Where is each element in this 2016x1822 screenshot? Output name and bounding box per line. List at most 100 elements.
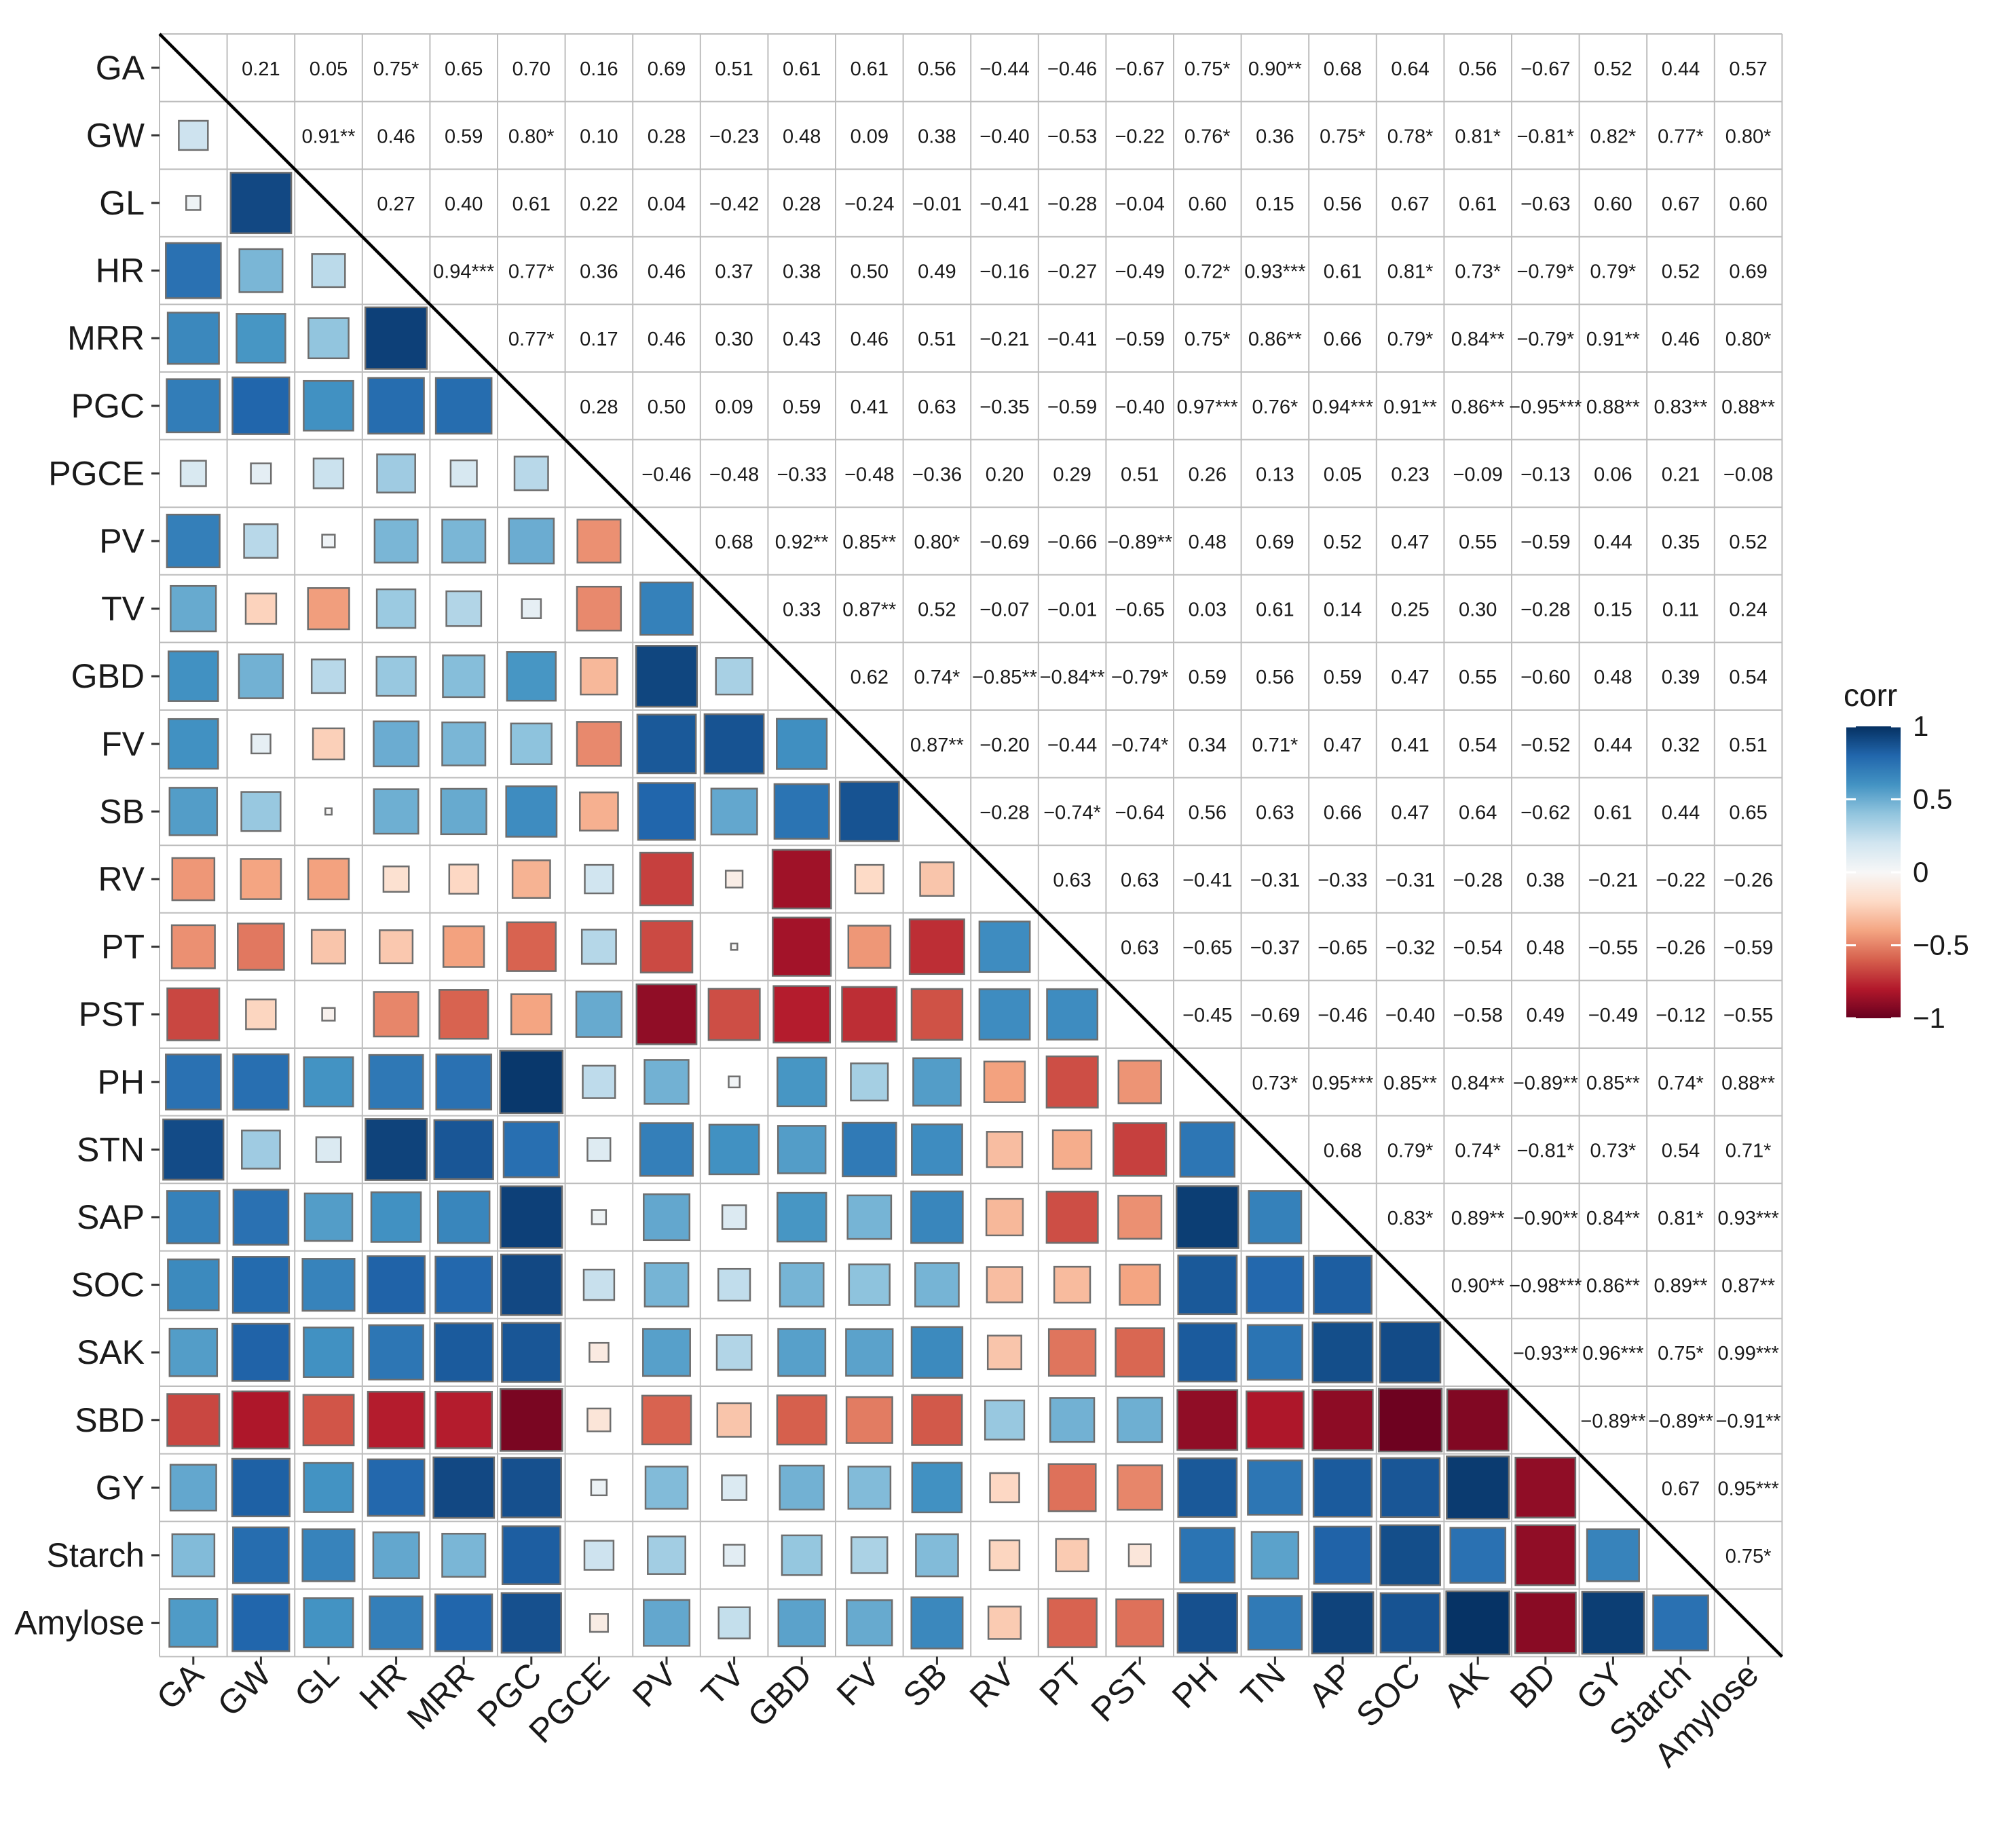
heatmap-square-TV-PGCE	[576, 585, 622, 632]
heatmap-square-SAP-TN	[1248, 1190, 1303, 1244]
heatmap-square-SB-TV	[710, 787, 758, 836]
heatmap-square-STN-RV	[986, 1131, 1024, 1168]
y-axis-label-PV: PV	[99, 522, 145, 560]
heatmap-square-SBD-PST	[1117, 1396, 1163, 1443]
heatmap-square-Amylose-HR	[369, 1595, 424, 1650]
heatmap-square-SOC-TN	[1246, 1255, 1305, 1314]
heatmap-square-SOC-PT	[1053, 1265, 1091, 1304]
heatmap-square-Amylose-FV	[846, 1599, 893, 1647]
correlation-label-GW-PGCE: 0.10	[580, 126, 618, 147]
x-axis-label-RV: RV	[963, 1655, 1023, 1715]
x-axis-label-SOC: SOC	[1349, 1656, 1427, 1734]
heatmap-square-RV-PGC	[511, 859, 551, 899]
heatmap-square-FV-GBD	[776, 718, 828, 770]
heatmap-square-PGCE-GW	[250, 462, 272, 485]
heatmap-square-PV-GA	[166, 513, 221, 569]
heatmap-square-Amylose-RV	[987, 1605, 1022, 1640]
heatmap-square-Amylose-GY	[1581, 1591, 1645, 1655]
correlation-label-PV-RV: −0.69	[979, 532, 1029, 553]
correlation-label-GW-Starch: 0.77*	[1658, 126, 1704, 147]
heatmap-square-SOC-GW	[231, 1256, 291, 1314]
correlation-label-GW-MRR: 0.59	[445, 126, 483, 147]
heatmap-square-TV-GL	[307, 587, 350, 631]
heatmap-square-STN-PT	[1051, 1129, 1093, 1170]
heatmap-square-Starch-PST	[1127, 1543, 1152, 1567]
heatmap-square-STN-GA	[162, 1118, 225, 1181]
heatmap-square-SAK-HR	[368, 1324, 424, 1381]
heatmap-square-Amylose-TV	[717, 1606, 751, 1639]
correlation-label-HR-GBD: 0.38	[783, 261, 821, 283]
y-axis-label-SB: SB	[99, 792, 145, 830]
heatmap-square-MRR-GL	[307, 317, 350, 360]
y-axis-label-MRR: MRR	[67, 319, 145, 357]
heatmap-square-SBD-GA	[166, 1393, 221, 1447]
heatmap-square-GBD-TV	[715, 657, 753, 696]
heatmap-square-SAK-FV	[845, 1328, 894, 1377]
heatmap-square-SAP-RV	[985, 1197, 1024, 1237]
heatmap-square-STN-GW	[241, 1130, 281, 1170]
heatmap-square-SB-HR	[373, 788, 419, 835]
correlation-label-PGC-RV: −0.35	[979, 396, 1029, 418]
heatmap-square-PV-GL	[321, 534, 336, 549]
correlation-label-RV-AK: −0.28	[1453, 870, 1503, 891]
correlation-label-SBD-Starch: −0.89**	[1648, 1411, 1713, 1432]
correlation-label-GBD-PH: 0.59	[1189, 667, 1227, 688]
legend-tick-label: −1	[1913, 1002, 1945, 1034]
correlation-label-MRR-SB: 0.51	[918, 329, 956, 350]
heatmap-square-SOC-PST	[1119, 1263, 1161, 1306]
heatmap-square-PH-TV	[728, 1075, 741, 1089]
correlation-label-GW-GL: 0.91**	[301, 126, 355, 147]
heatmap-square-PT-GBD	[772, 916, 832, 977]
heatmap-square-GY-PT	[1047, 1463, 1097, 1512]
heatmap-square-PT-MRR	[442, 925, 485, 968]
heatmap-square-PH-PGC	[499, 1049, 564, 1115]
heatmap-square-SB-PV	[637, 782, 696, 841]
correlation-label-GW-AK: 0.81*	[1455, 126, 1501, 147]
heatmap-square-SBD-GW	[231, 1390, 291, 1450]
heatmap-square-SAP-HR	[370, 1191, 422, 1243]
correlation-label-STN-GY: 0.73*	[1590, 1140, 1637, 1161]
correlation-label-TV-PH: 0.03	[1189, 599, 1227, 621]
heatmap-square-GBD-PV	[635, 645, 698, 708]
heatmap-square-SAP-MRR	[436, 1190, 491, 1244]
correlation-label-PST-AK: −0.58	[1453, 1005, 1503, 1026]
correlation-label-FV-SOC: 0.41	[1391, 735, 1429, 756]
correlation-label-GBD-Starch: 0.39	[1662, 667, 1700, 688]
correlation-label-FV-AP: 0.47	[1324, 735, 1362, 756]
correlation-label-SOC-BD: −0.98***	[1509, 1276, 1582, 1297]
heatmap-square-Starch-FV	[851, 1536, 889, 1574]
heatmap-square-SOC-SB	[914, 1262, 960, 1307]
correlation-label-SB-PST: −0.64	[1115, 802, 1165, 823]
correlation-label-GW-PV: 0.28	[648, 126, 686, 147]
correlation-label-GL-PH: 0.60	[1189, 193, 1227, 215]
heatmap-square-SAP-PV	[643, 1193, 691, 1242]
y-axis-label-SBD: SBD	[75, 1401, 145, 1439]
heatmap-square-STN-MRR	[433, 1119, 494, 1180]
heatmap-square-PST-GBD	[772, 985, 832, 1044]
heatmap-square-GBD-GL	[310, 658, 346, 694]
correlation-label-PGC-GBD: 0.59	[783, 396, 821, 418]
correlation-label-GL-PST: −0.04	[1115, 193, 1165, 215]
correlation-label-HR-TV: 0.37	[715, 261, 753, 283]
x-axis-label-GBD: GBD	[741, 1656, 819, 1734]
heatmap-square-SBD-PT	[1049, 1397, 1096, 1443]
correlation-label-HR-FV: 0.50	[851, 261, 889, 283]
correlation-label-PGCE-Amylose: −0.08	[1723, 464, 1773, 485]
heatmap-square-Starch-GY	[1586, 1528, 1640, 1582]
correlation-label-MRR-PH: 0.75*	[1184, 329, 1231, 350]
correlation-label-GL-GY: 0.60	[1594, 193, 1632, 215]
y-axis-label-PST: PST	[79, 995, 145, 1033]
correlation-label-SOC-Starch: 0.89**	[1654, 1276, 1707, 1297]
x-axis-label-BD: BD	[1503, 1656, 1563, 1716]
heatmap-square-SOC-GL	[301, 1258, 356, 1312]
correlation-label-STN-BD: −0.81*	[1516, 1140, 1574, 1161]
correlation-label-FV-SB: 0.87**	[910, 735, 964, 756]
heatmap-square-PST-FV	[841, 986, 898, 1043]
correlation-label-MRR-Starch: 0.46	[1662, 329, 1700, 350]
correlation-label-GBD-GY: 0.48	[1594, 667, 1632, 688]
heatmap-square-RV-GA	[171, 857, 216, 901]
heatmap-square-FV-GA	[167, 718, 219, 770]
correlation-label-SB-PH: 0.56	[1189, 802, 1227, 823]
heatmap-square-GL-GA	[185, 195, 202, 211]
heatmap-square-GY-RV	[989, 1472, 1020, 1504]
